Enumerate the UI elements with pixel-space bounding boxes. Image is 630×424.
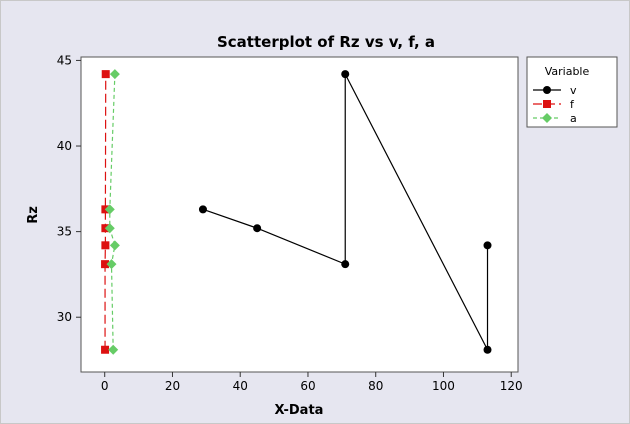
legend-entry-v: v — [533, 84, 577, 97]
x-tick-label: 20 — [165, 379, 180, 393]
x-axis-ticks: 0 20 40 60 80 100 120 — [101, 372, 523, 393]
legend-entries: vfa — [533, 84, 577, 125]
legend-marker-a — [542, 113, 552, 123]
plot-area — [80, 56, 519, 373]
x-tick-label: 120 — [500, 379, 523, 393]
y-axis-label: Rz — [26, 206, 41, 224]
data-point-a — [106, 259, 117, 270]
data-point-f — [101, 241, 110, 250]
data-point-v — [483, 241, 492, 250]
series-v-line — [202, 73, 489, 351]
x-tick-label: 100 — [432, 379, 455, 393]
series-f-line — [104, 74, 107, 350]
y-tick-label: 30 — [57, 310, 72, 324]
y-tick-label: 35 — [57, 225, 72, 239]
legend-box — [526, 56, 618, 128]
legend-entry-a: a — [533, 112, 577, 125]
legend: Variable vfa — [526, 56, 618, 128]
data-point-a — [108, 344, 119, 355]
legend-marker-v — [543, 86, 551, 94]
x-tick-label: 0 — [101, 379, 109, 393]
data-point-a — [104, 204, 115, 215]
x-tick-label: 80 — [368, 379, 383, 393]
y-tick-label: 45 — [57, 53, 72, 67]
data-point-v — [341, 70, 350, 79]
legend-title: Variable — [545, 65, 590, 78]
data-point-f — [101, 345, 110, 354]
legend-entry-f: f — [533, 98, 575, 111]
y-tick-label: 40 — [57, 139, 72, 153]
x-axis-label: X-Data — [275, 403, 324, 418]
series-v — [198, 70, 492, 354]
data-point-v — [341, 260, 350, 269]
data-point-f — [101, 70, 110, 79]
legend-label-f: f — [570, 98, 575, 111]
legend-label-a: a — [570, 112, 577, 125]
legend-marker-f — [543, 100, 551, 108]
data-point-v — [483, 345, 492, 354]
x-tick-label: 60 — [300, 379, 315, 393]
legend-label-v: v — [570, 84, 577, 97]
series-a — [104, 69, 120, 355]
data-point-f — [101, 260, 110, 269]
chart-title: Scatterplot of Rz vs v, f, a — [217, 33, 435, 51]
series-layer — [101, 69, 492, 355]
data-point-a — [109, 240, 120, 251]
series-a-line — [109, 74, 116, 350]
data-point-a — [104, 223, 115, 234]
data-point-v — [198, 205, 207, 214]
x-tick-label: 40 — [233, 379, 248, 393]
data-point-a — [109, 69, 120, 80]
data-point-v — [253, 224, 262, 233]
y-axis-ticks: 30 35 40 45 — [57, 53, 81, 324]
